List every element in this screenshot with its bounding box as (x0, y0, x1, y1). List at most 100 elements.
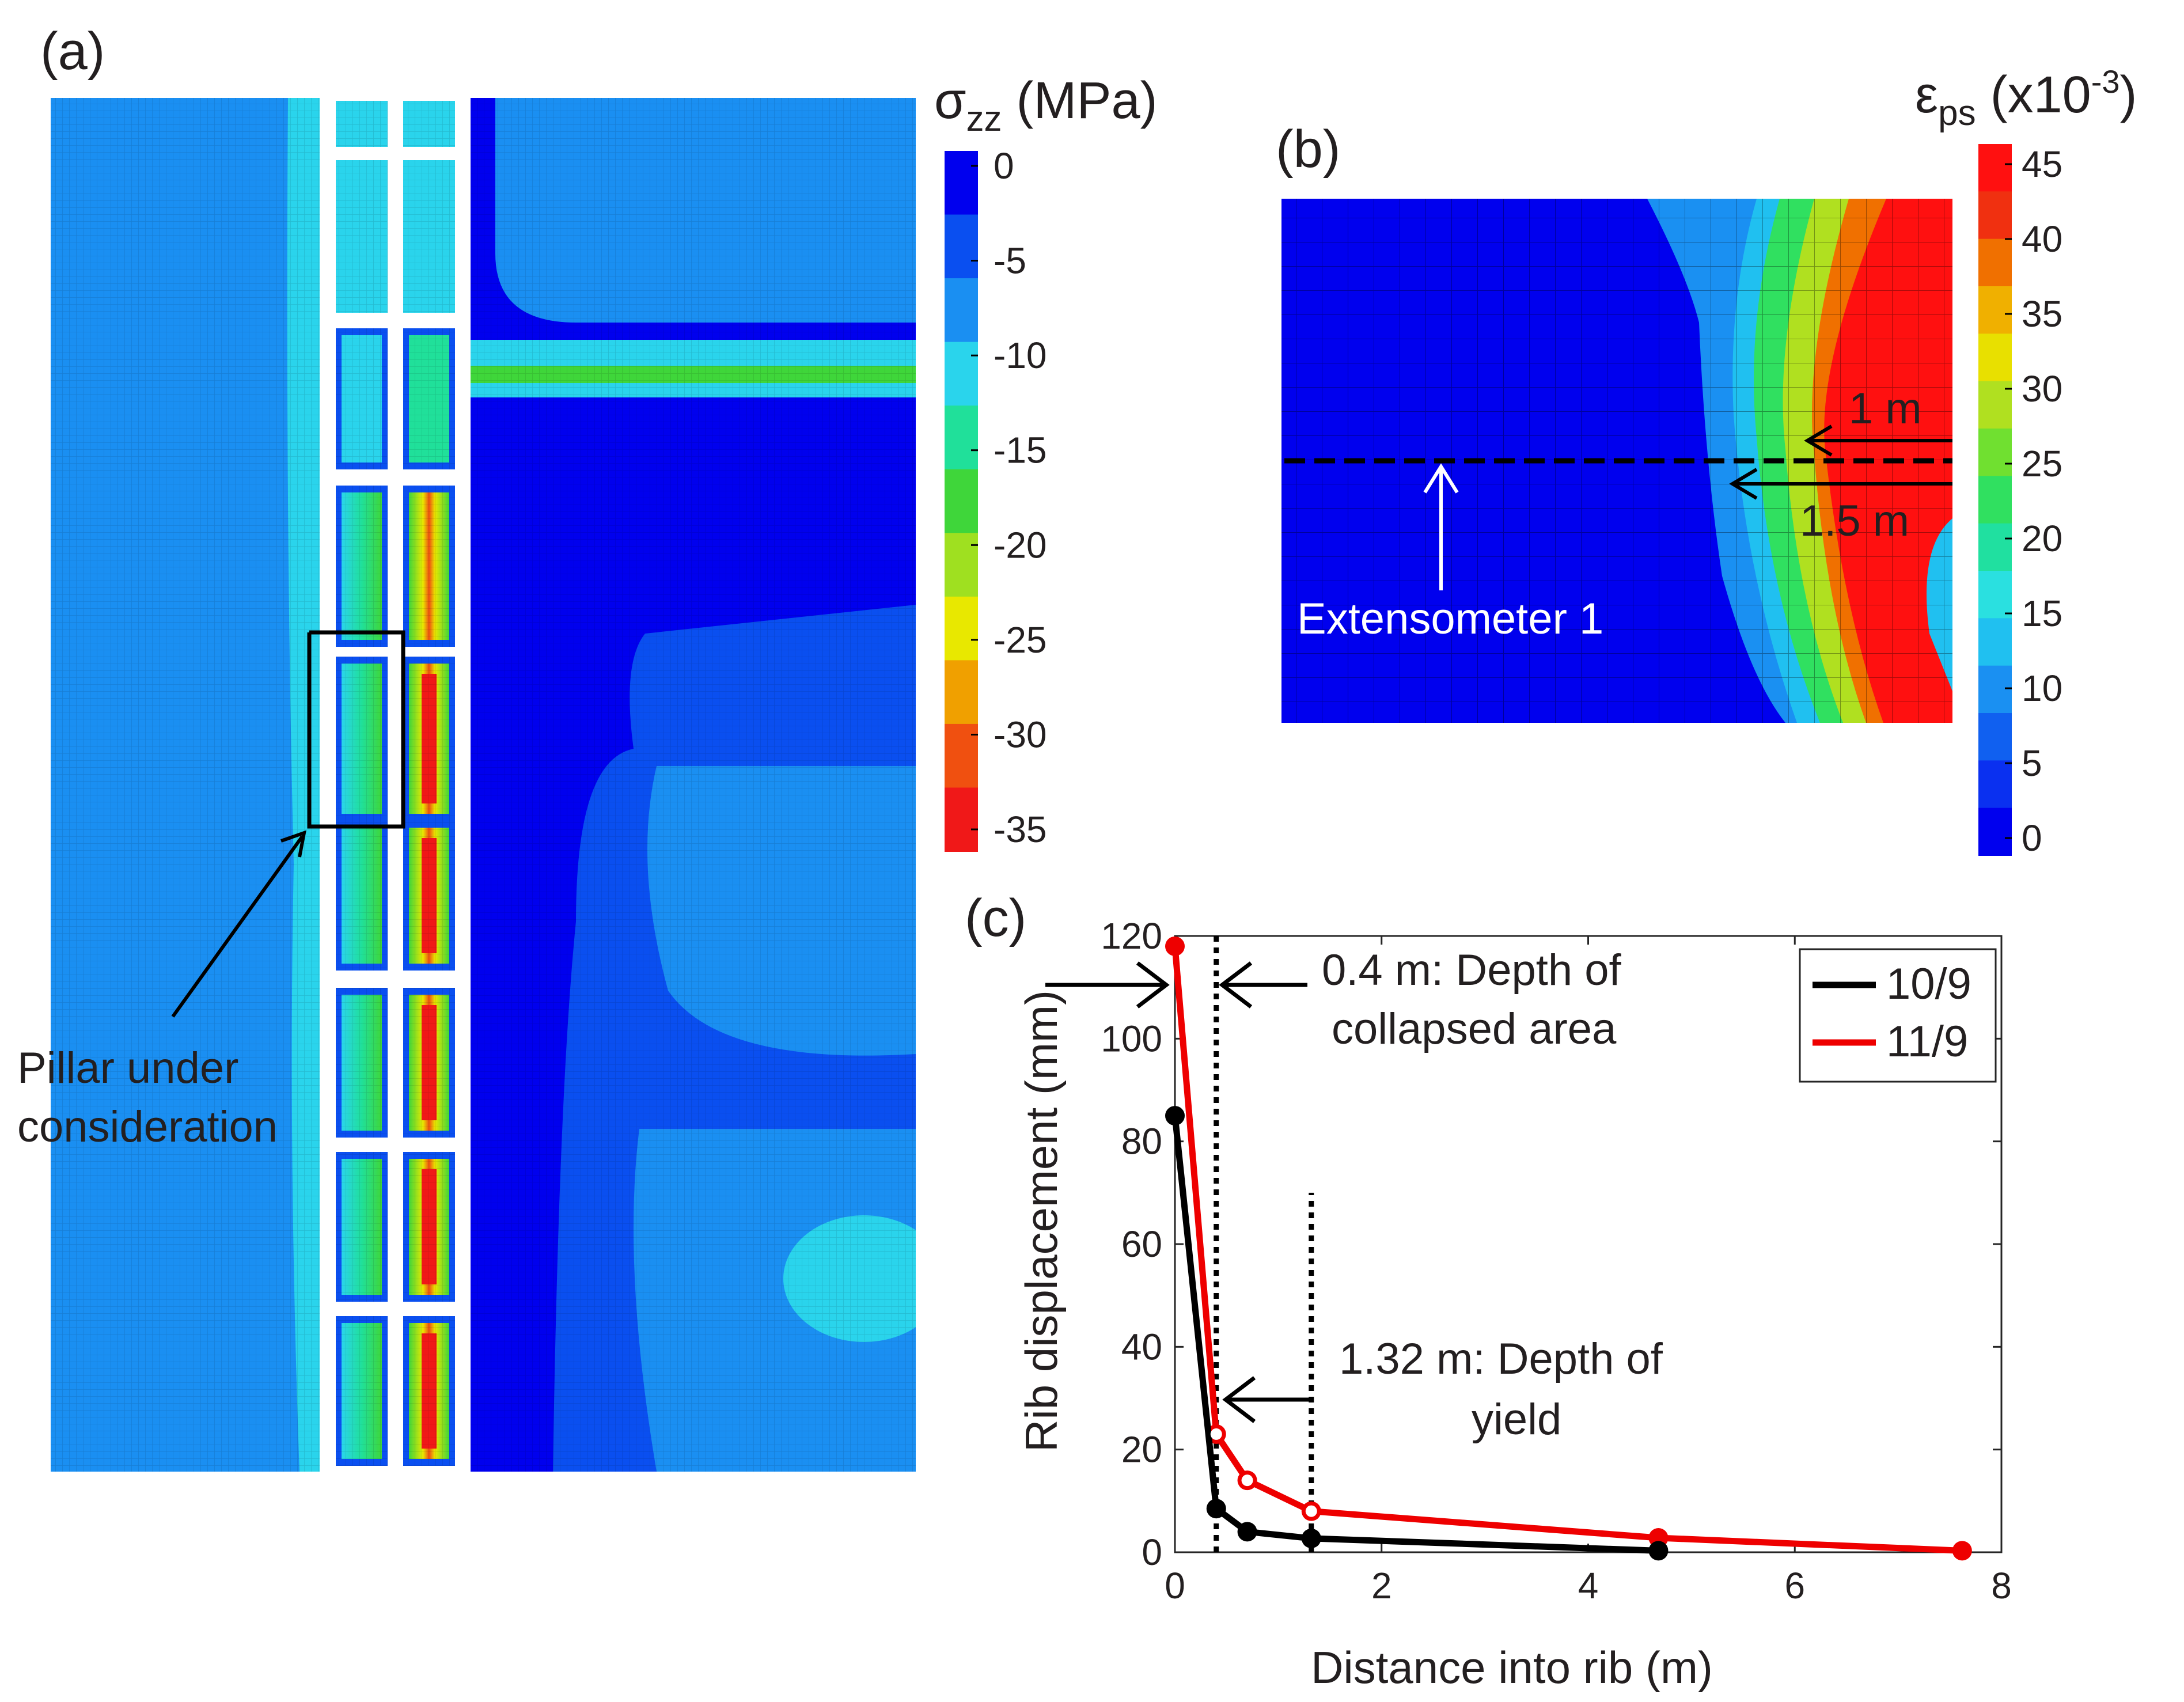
data-point (1206, 1499, 1226, 1519)
colorbar-segment (945, 660, 978, 725)
extensometer-label: Extensometer 1 (1297, 594, 1603, 643)
pillar-annotation-arrow (171, 835, 304, 1018)
colorbar-segment (945, 342, 978, 407)
colorbar-segment (1978, 144, 2012, 192)
colorbar-a: 0 -5 -10 -15 -20 -25 -30 -35 (945, 145, 1047, 852)
pillar-mesh (336, 486, 388, 647)
data-point (1301, 1528, 1321, 1548)
y-tick-label: 60 (1121, 1223, 1162, 1265)
pillar-mesh (403, 1316, 455, 1466)
colorbar-tick-label: 35 (2022, 293, 2062, 335)
colorbar-segment (945, 214, 978, 279)
series-line (1171, 946, 1963, 1554)
arrow-1m-head (1804, 424, 1833, 457)
panel-b-label: (b) (1276, 120, 1340, 179)
x-tick-label: 2 (1371, 1565, 1392, 1606)
y-tick-label: 20 (1121, 1429, 1162, 1470)
y-tick-label: 0 (1142, 1532, 1162, 1573)
colorbar-tick-label: 0 (2022, 817, 2042, 859)
legend-label: 11/9 (1886, 1017, 1968, 1066)
colorbar-tick-label: 40 (2022, 218, 2062, 260)
colorbar-segment (1978, 760, 2012, 809)
x-axis-title: Distance into rib (m) (1311, 1642, 1713, 1693)
colorbar-a-title: σzz (MPa) (934, 72, 1158, 139)
y-tick-label: 80 (1121, 1121, 1162, 1162)
colorbar-b-title: εps (x10-3) (1915, 63, 2137, 133)
panel-a-label: (a) (40, 22, 105, 81)
panel-a-contour-plot (51, 98, 916, 1472)
colorbar-tick-label: 25 (2022, 443, 2062, 484)
pillar-mesh (403, 821, 455, 971)
pillar-mesh (403, 101, 455, 147)
pillar-annotation-line2: consideration (17, 1102, 278, 1151)
colorbar-tick-label: 5 (2022, 742, 2042, 784)
pillar-mesh (336, 988, 388, 1138)
pillar-mesh (336, 1152, 388, 1302)
colorbar-segment (1978, 618, 2012, 666)
pillar-mesh (336, 657, 388, 821)
pillar-mesh (336, 101, 388, 147)
legend-label: 10/9 (1886, 960, 1971, 1009)
colorbar-segment (1978, 476, 2012, 524)
pillar-highlight-box-outline (307, 630, 405, 829)
colorbar-segment (1978, 665, 2012, 714)
colorbar-segment (945, 405, 978, 470)
colorbar-tick-label: -20 (994, 524, 1047, 566)
x-tick-label: 6 (1784, 1565, 1805, 1606)
colorbar-segment (945, 596, 978, 661)
annotation-yield-line1: 1.32 m: Depth of (1339, 1335, 1663, 1383)
pillar-mesh (403, 160, 455, 313)
data-point-center (1210, 1428, 1222, 1440)
data-point (1648, 1541, 1669, 1561)
colorbar-tick-label: -35 (994, 809, 1047, 850)
annotation-collapsed-line1: 0.4 m: Depth of (1322, 946, 1621, 995)
pillar-mesh (336, 821, 388, 971)
pillar-annotation-arrowhead (280, 830, 306, 858)
y-axis-title: Rib displacement (mm) (1016, 990, 1067, 1452)
colorbar-tick-label: -5 (994, 240, 1026, 282)
colorbar-segment (945, 533, 978, 597)
colorbar-tick-label: 30 (2022, 368, 2062, 410)
pillar-mesh (403, 1152, 455, 1302)
annotation-collapsed-line2: collapsed area (1332, 1004, 1617, 1053)
annotation-yield-line2: yield (1472, 1395, 1561, 1444)
panel-c-label: (c) (965, 889, 1026, 947)
pillar-mesh (403, 486, 455, 647)
label-1-5m: 1.5 m (1800, 496, 1909, 545)
pillar-mesh (336, 1316, 388, 1466)
colorbar-tick-label: 45 (2022, 143, 2062, 185)
colorbar-segment (945, 469, 978, 534)
colorbar-tick-label: 20 (2022, 518, 2062, 559)
colorbar-segment (1978, 571, 2012, 619)
arrow-1-5m-head (1729, 468, 1758, 500)
y-tick-label: 100 (1101, 1018, 1162, 1059)
colorbar-segment (945, 723, 978, 789)
y-tick-label: 40 (1121, 1326, 1162, 1367)
extensometer-arrowhead (1423, 463, 1459, 494)
data-point (1165, 936, 1185, 956)
pillar-mesh (403, 657, 455, 821)
colorbar-tick-label: -15 (994, 430, 1047, 471)
colorbar-segment (1978, 333, 2012, 382)
colorbar-segment (1978, 286, 2012, 335)
pillar-mesh (403, 328, 455, 469)
x-tick-label: 0 (1165, 1565, 1185, 1606)
colorbar-segment (1978, 191, 2012, 240)
annotation-arrowhead-right (1219, 961, 1253, 1009)
colorbar-segment (1978, 713, 2012, 761)
pillar-mesh (336, 160, 388, 313)
colorbar-segment (945, 278, 978, 343)
data-point-center (1241, 1474, 1253, 1487)
legend-box (1799, 948, 1997, 1083)
x-tick-label: 4 (1578, 1565, 1599, 1606)
colorbar-segment (1978, 429, 2012, 477)
colorbar-tick-label: -25 (994, 619, 1047, 661)
pillar-annotation-line1: Pillar under (17, 1044, 238, 1093)
colorbar-segment (945, 787, 978, 852)
data-point-center (1305, 1505, 1317, 1517)
data-point (1237, 1522, 1257, 1542)
pillar-mesh (403, 988, 455, 1138)
colorbar-b: 45 40 35 30 25 20 15 10 5 0 (1978, 143, 2062, 859)
